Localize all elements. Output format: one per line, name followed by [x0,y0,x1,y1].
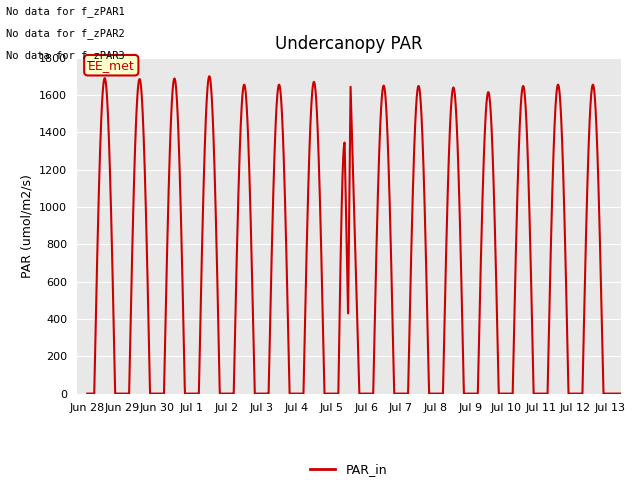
Text: No data for f_zPAR2: No data for f_zPAR2 [6,28,125,39]
Text: No data for f_zPAR1: No data for f_zPAR1 [6,6,125,17]
Y-axis label: PAR (umol/m2/s): PAR (umol/m2/s) [20,174,33,277]
Text: No data for f_zPAR3: No data for f_zPAR3 [6,49,125,60]
Text: EE_met: EE_met [88,59,134,72]
Title: Undercanopy PAR: Undercanopy PAR [275,35,422,53]
Legend: PAR_in: PAR_in [305,458,392,480]
